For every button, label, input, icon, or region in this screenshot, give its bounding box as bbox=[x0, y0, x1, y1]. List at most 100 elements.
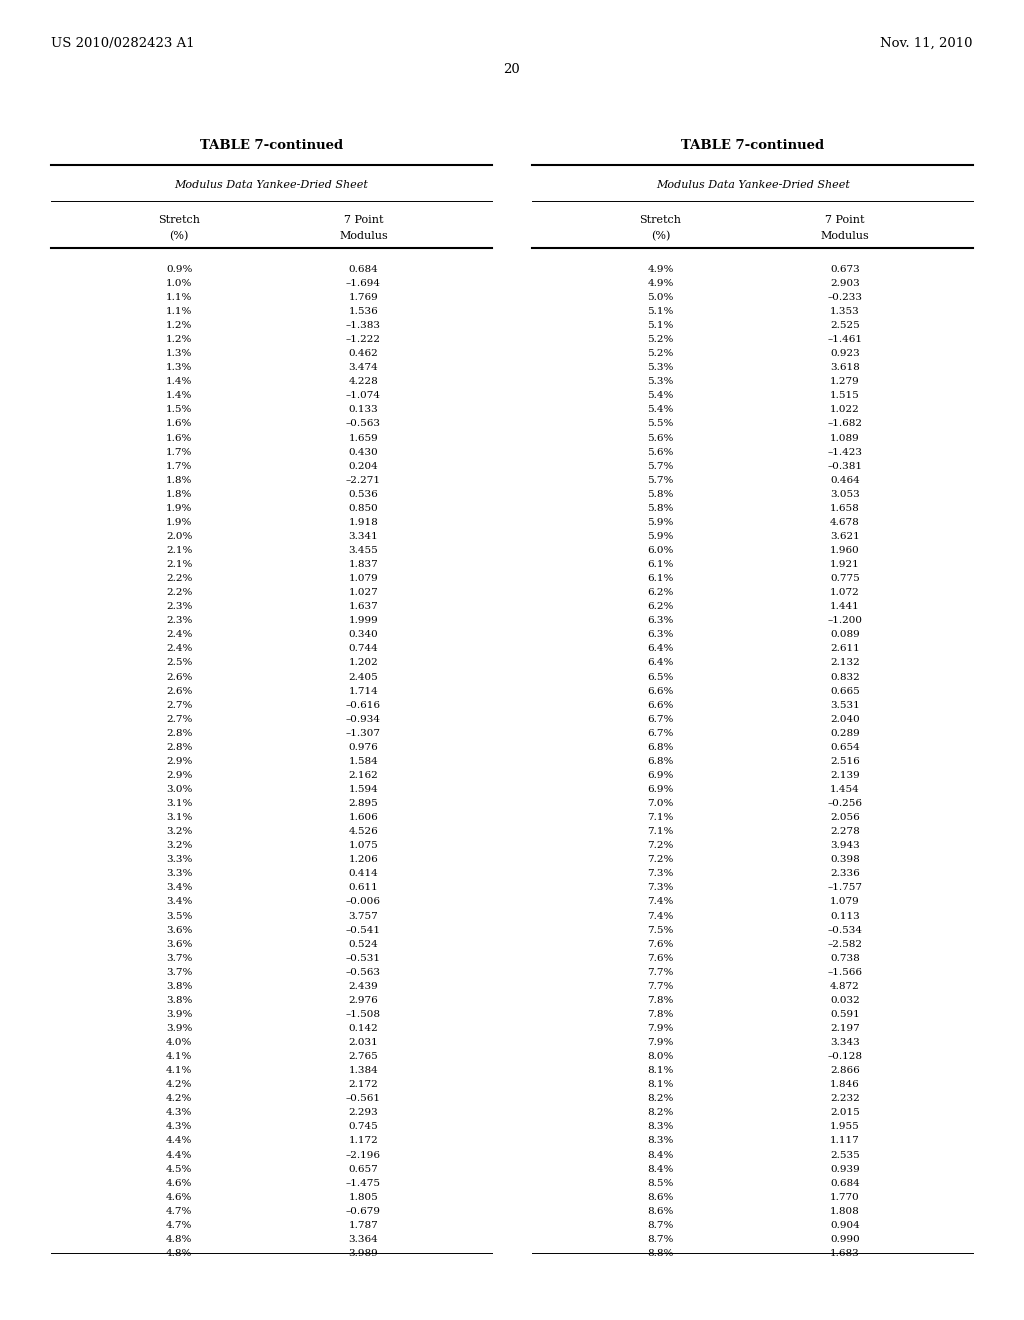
Text: 2.6%: 2.6% bbox=[166, 686, 193, 696]
Text: TABLE 7-continued: TABLE 7-continued bbox=[681, 139, 824, 152]
Text: 6.2%: 6.2% bbox=[647, 589, 674, 597]
Text: 8.3%: 8.3% bbox=[647, 1137, 674, 1146]
Text: 7.4%: 7.4% bbox=[647, 912, 674, 920]
Text: 6.1%: 6.1% bbox=[647, 574, 674, 583]
Text: –1.682: –1.682 bbox=[827, 420, 862, 429]
Text: 8.3%: 8.3% bbox=[647, 1122, 674, 1131]
Text: 2.0%: 2.0% bbox=[166, 532, 193, 541]
Text: 3.1%: 3.1% bbox=[166, 813, 193, 822]
Text: 0.904: 0.904 bbox=[829, 1221, 860, 1230]
Text: 2.765: 2.765 bbox=[348, 1052, 379, 1061]
Text: 2.8%: 2.8% bbox=[166, 729, 193, 738]
Text: 4.8%: 4.8% bbox=[166, 1249, 193, 1258]
Text: 2.1%: 2.1% bbox=[166, 546, 193, 554]
Text: 5.4%: 5.4% bbox=[647, 392, 674, 400]
Text: 0.939: 0.939 bbox=[829, 1164, 860, 1173]
Text: 1.8%: 1.8% bbox=[166, 490, 193, 499]
Text: 2.162: 2.162 bbox=[348, 771, 379, 780]
Text: –1.566: –1.566 bbox=[827, 968, 862, 977]
Text: 1.079: 1.079 bbox=[829, 898, 860, 907]
Text: 5.3%: 5.3% bbox=[647, 363, 674, 372]
Text: 1.454: 1.454 bbox=[829, 785, 860, 795]
Text: 6.4%: 6.4% bbox=[647, 659, 674, 668]
Text: 6.7%: 6.7% bbox=[647, 714, 674, 723]
Text: 3.4%: 3.4% bbox=[166, 898, 193, 907]
Text: 1.515: 1.515 bbox=[829, 392, 860, 400]
Text: 0.611: 0.611 bbox=[348, 883, 379, 892]
Text: Stretch: Stretch bbox=[158, 215, 201, 226]
Text: –0.563: –0.563 bbox=[346, 968, 381, 977]
Text: 3.4%: 3.4% bbox=[166, 883, 193, 892]
Text: 7.0%: 7.0% bbox=[647, 799, 674, 808]
Text: 3.618: 3.618 bbox=[829, 363, 860, 372]
Text: 2.611: 2.611 bbox=[829, 644, 860, 653]
Text: 1.805: 1.805 bbox=[348, 1193, 379, 1201]
Text: 0.133: 0.133 bbox=[348, 405, 379, 414]
Text: 0.654: 0.654 bbox=[829, 743, 860, 752]
Text: –0.233: –0.233 bbox=[827, 293, 862, 302]
Text: –1.461: –1.461 bbox=[827, 335, 862, 345]
Text: 2.7%: 2.7% bbox=[166, 714, 193, 723]
Text: 2.232: 2.232 bbox=[829, 1094, 860, 1104]
Text: 1.072: 1.072 bbox=[829, 589, 860, 597]
Text: 0.289: 0.289 bbox=[829, 729, 860, 738]
Text: 8.1%: 8.1% bbox=[647, 1067, 674, 1076]
Text: 4.678: 4.678 bbox=[829, 517, 860, 527]
Text: Modulus: Modulus bbox=[820, 231, 869, 242]
Text: 1.075: 1.075 bbox=[348, 841, 379, 850]
Text: 1.918: 1.918 bbox=[348, 517, 379, 527]
Text: –0.128: –0.128 bbox=[827, 1052, 862, 1061]
Text: 20: 20 bbox=[504, 63, 520, 77]
Text: 1.117: 1.117 bbox=[829, 1137, 860, 1146]
Text: 6.4%: 6.4% bbox=[647, 644, 674, 653]
Text: 0.204: 0.204 bbox=[348, 462, 379, 471]
Text: 5.1%: 5.1% bbox=[647, 321, 674, 330]
Text: 7.1%: 7.1% bbox=[647, 813, 674, 822]
Text: 1.584: 1.584 bbox=[348, 756, 379, 766]
Text: 2.895: 2.895 bbox=[348, 799, 379, 808]
Text: 3.1%: 3.1% bbox=[166, 799, 193, 808]
Text: 6.0%: 6.0% bbox=[647, 546, 674, 554]
Text: 7.7%: 7.7% bbox=[647, 968, 674, 977]
Text: 0.398: 0.398 bbox=[829, 855, 860, 865]
Text: 4.0%: 4.0% bbox=[166, 1038, 193, 1047]
Text: –1.383: –1.383 bbox=[346, 321, 381, 330]
Text: 1.172: 1.172 bbox=[348, 1137, 379, 1146]
Text: 4.526: 4.526 bbox=[348, 828, 379, 836]
Text: 1.1%: 1.1% bbox=[166, 308, 193, 315]
Text: 1.7%: 1.7% bbox=[166, 447, 193, 457]
Text: 1.9%: 1.9% bbox=[166, 517, 193, 527]
Text: 8.6%: 8.6% bbox=[647, 1206, 674, 1216]
Text: –0.381: –0.381 bbox=[827, 462, 862, 471]
Text: 5.0%: 5.0% bbox=[647, 293, 674, 302]
Text: 1.384: 1.384 bbox=[348, 1067, 379, 1076]
Text: 1.6%: 1.6% bbox=[166, 420, 193, 429]
Text: 5.4%: 5.4% bbox=[647, 405, 674, 414]
Text: 5.3%: 5.3% bbox=[647, 378, 674, 387]
Text: –2.271: –2.271 bbox=[346, 475, 381, 484]
Text: 5.2%: 5.2% bbox=[647, 335, 674, 345]
Text: 3.455: 3.455 bbox=[348, 546, 379, 554]
Text: 0.591: 0.591 bbox=[829, 1010, 860, 1019]
Text: 2.866: 2.866 bbox=[829, 1067, 860, 1076]
Text: 0.976: 0.976 bbox=[348, 743, 379, 752]
Text: 7.8%: 7.8% bbox=[647, 995, 674, 1005]
Text: 1.6%: 1.6% bbox=[166, 433, 193, 442]
Text: 2.8%: 2.8% bbox=[166, 743, 193, 752]
Text: 8.0%: 8.0% bbox=[647, 1052, 674, 1061]
Text: 2.1%: 2.1% bbox=[166, 560, 193, 569]
Text: 1.2%: 1.2% bbox=[166, 335, 193, 345]
Text: 2.336: 2.336 bbox=[829, 870, 860, 878]
Text: 5.7%: 5.7% bbox=[647, 475, 674, 484]
Text: 0.738: 0.738 bbox=[829, 954, 860, 962]
Text: 1.606: 1.606 bbox=[348, 813, 379, 822]
Text: 8.4%: 8.4% bbox=[647, 1164, 674, 1173]
Text: 4.9%: 4.9% bbox=[647, 279, 674, 288]
Text: 6.6%: 6.6% bbox=[647, 701, 674, 710]
Text: 6.3%: 6.3% bbox=[647, 616, 674, 626]
Text: –0.679: –0.679 bbox=[346, 1206, 381, 1216]
Text: 0.340: 0.340 bbox=[348, 631, 379, 639]
Text: 0.464: 0.464 bbox=[829, 475, 860, 484]
Text: 4.228: 4.228 bbox=[348, 378, 379, 387]
Text: 4.7%: 4.7% bbox=[166, 1221, 193, 1230]
